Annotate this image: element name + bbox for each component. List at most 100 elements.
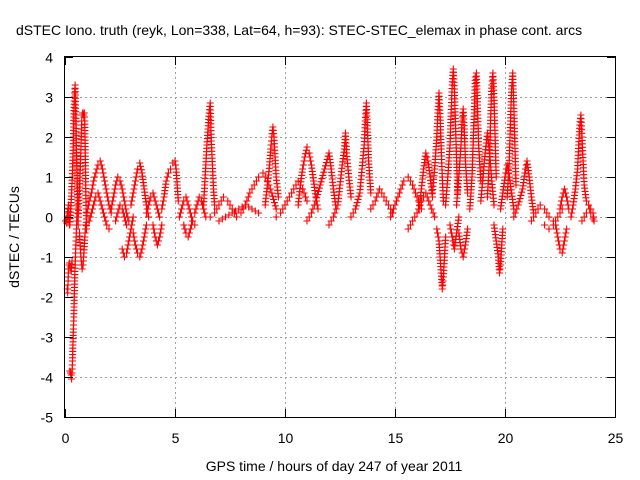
data-point [164, 169, 172, 177]
data-point [175, 213, 183, 221]
data-point [157, 225, 165, 233]
data-point [388, 209, 396, 217]
data-point [321, 165, 329, 173]
data-point [153, 241, 161, 249]
data-point [314, 187, 322, 195]
data-point [562, 189, 569, 197]
data-point [290, 185, 298, 193]
data-point [589, 215, 597, 223]
data-point [518, 188, 526, 196]
data-point [329, 213, 337, 221]
data-point [373, 193, 381, 201]
data-point [95, 193, 103, 201]
data-point [455, 213, 463, 221]
data-point [182, 193, 190, 201]
data-point [515, 198, 523, 206]
data-point [560, 185, 568, 193]
data-point [180, 221, 188, 229]
data-point [100, 173, 108, 181]
data-point [384, 201, 392, 209]
data-point [563, 197, 571, 205]
data-point [131, 177, 139, 185]
data-point [97, 161, 105, 169]
data-point [303, 143, 311, 151]
data-point [226, 201, 234, 209]
data-point [158, 205, 166, 213]
data-point [111, 185, 119, 193]
data-point [108, 201, 116, 209]
data-point [398, 181, 406, 189]
data-point [127, 201, 135, 209]
x-tick-label: 15 [388, 430, 404, 446]
data-point [120, 197, 128, 205]
data-point [112, 217, 120, 225]
data-point [97, 201, 105, 209]
data-point [406, 177, 414, 185]
data-point [141, 229, 149, 237]
data-point [310, 201, 318, 209]
data-point [89, 205, 96, 213]
data-point [460, 249, 468, 257]
data-point [137, 166, 145, 174]
data-point [552, 221, 560, 229]
data-point [101, 213, 109, 221]
data-point [492, 173, 500, 181]
data-point [426, 201, 434, 209]
data-point [255, 173, 263, 181]
data-point [183, 197, 191, 205]
y-tick-label: -1 [41, 250, 54, 266]
data-point [102, 185, 110, 193]
data-point [101, 181, 109, 189]
data-point [490, 201, 498, 209]
data-point [555, 237, 563, 245]
data-point [116, 177, 124, 185]
data-point [150, 193, 158, 201]
data-point [288, 189, 296, 197]
data-point [397, 185, 405, 193]
data-point [404, 225, 412, 233]
data-point [554, 233, 562, 241]
data-point [543, 209, 551, 217]
data-point [410, 185, 418, 193]
data-point [395, 189, 403, 197]
data-point [68, 375, 76, 383]
data-point [128, 193, 136, 201]
data-point [434, 229, 442, 237]
data-point [237, 209, 245, 217]
data-point [534, 205, 542, 213]
data-point [123, 249, 131, 257]
data-point [331, 209, 339, 217]
data-point [128, 197, 136, 205]
data-point [409, 181, 417, 189]
data-point [104, 193, 112, 201]
data-point [142, 209, 150, 217]
data-point [314, 191, 322, 199]
data-point [156, 229, 164, 237]
data-point [560, 241, 568, 249]
data-point [125, 237, 133, 245]
data-point [98, 165, 106, 173]
data-point [201, 209, 209, 217]
data-point [142, 221, 150, 229]
data-point [587, 209, 595, 217]
data-point [188, 213, 195, 221]
data-point [103, 221, 111, 229]
data-point [302, 193, 310, 201]
data-point [352, 202, 360, 210]
data-point [99, 169, 107, 177]
data-point [433, 225, 441, 233]
data-point [270, 199, 278, 207]
data-point [91, 173, 99, 181]
data-point [82, 221, 90, 229]
data-point [250, 181, 258, 189]
data-point [299, 161, 307, 169]
data-point [446, 221, 454, 229]
data-point [394, 193, 402, 201]
data-point [102, 217, 110, 225]
data-point [156, 233, 164, 241]
grid [65, 57, 615, 417]
data-point [156, 213, 164, 221]
data-point [90, 177, 98, 185]
data-point [74, 221, 82, 229]
data-point [233, 213, 241, 221]
